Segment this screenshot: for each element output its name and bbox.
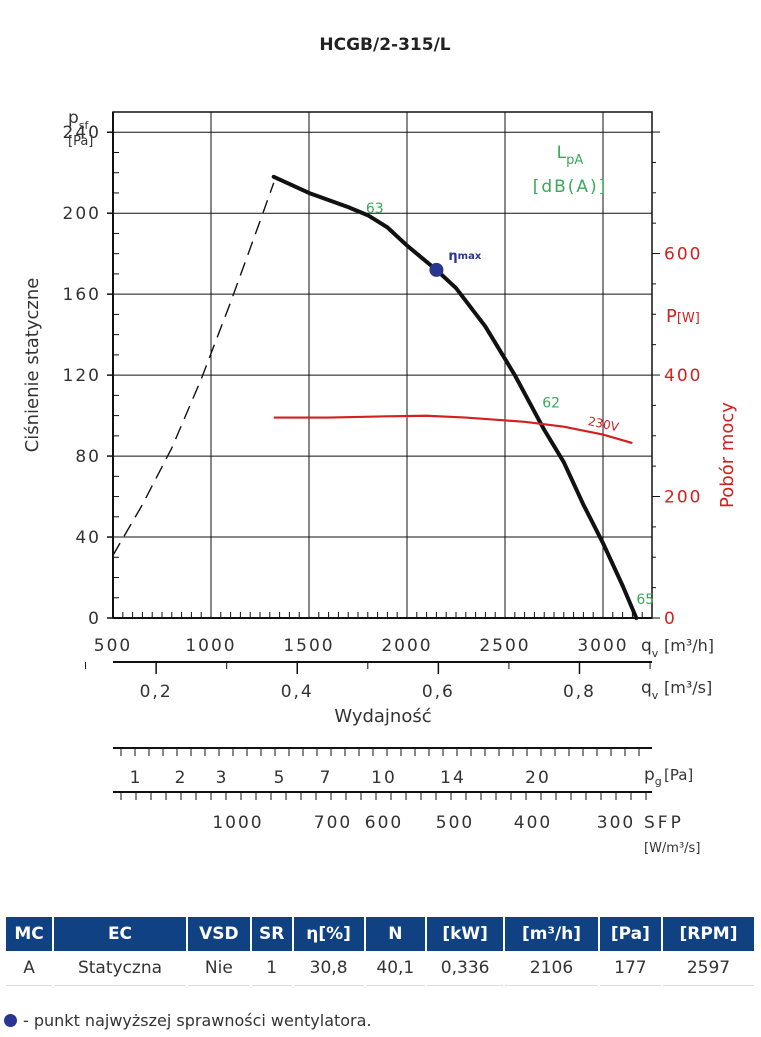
curve-annotation-3: 230V (587, 414, 621, 434)
pg-tick-label: 14 (440, 768, 466, 788)
table-cell: 30,8 (293, 951, 364, 986)
sfp-tick-label: 500 (436, 813, 474, 833)
table-cell: 1 (251, 951, 292, 986)
y2-tick-label: 200 (664, 488, 702, 508)
table-header-row: MC EC VSD SR η[%] N [kW] [m³/h] [Pa] [RPM] (6, 917, 754, 951)
sfp-unit: [W/m³/s] (644, 841, 700, 856)
table-cell: 177 (599, 951, 661, 986)
sfp-tick-label: 300 (597, 813, 635, 833)
pg-symbol: pg (644, 765, 662, 788)
chart-title: HCGB/2-315/L (319, 35, 450, 55)
eta-max-marker-icon (4, 1014, 17, 1027)
x-axis-title: Wydajność (334, 706, 431, 727)
qv-m3s-tick-label: 0,2 (140, 682, 173, 702)
pg-tick-label: 7 (320, 768, 333, 788)
table-cell: Nie (187, 951, 250, 986)
pg-tick-label: 3 (216, 768, 229, 788)
x-tick-label: 3000 (577, 636, 628, 656)
x-tick-label: 500 (94, 636, 132, 656)
x-axis-unit: [m³/h] (664, 636, 714, 655)
table-header-cell: η[%] (293, 917, 364, 951)
table-header-cell: [m³/h] (505, 917, 598, 951)
qv-m3s-tick-label: 0,8 (563, 682, 596, 702)
sfp-tick-label: 400 (514, 813, 552, 833)
table-header-cell: VSD (187, 917, 250, 951)
table-header-cell: [Pa] (599, 917, 661, 951)
dashed-limit-curve (112, 182, 275, 556)
table-cell: Statyczna (54, 951, 186, 986)
y-tick-label: 160 (63, 285, 101, 305)
table-header-cell: [kW] (426, 917, 504, 951)
x-tick-label: 2500 (479, 636, 530, 656)
table-row: A Statyczna Nie 1 30,8 40,1 0,336 2106 177 2597 (6, 951, 754, 986)
y-tick-label: 240 (63, 123, 101, 143)
y-tick-label: 80 (75, 447, 101, 467)
pg-tick-label: 5 (274, 768, 287, 788)
lpa-unit: [dB(A)] (533, 177, 608, 197)
qv-m3s-symbol: qv (641, 678, 659, 702)
legend-note: - punkt najwyższej sprawności wentylator… (4, 1011, 372, 1030)
table-header-cell: MC (6, 917, 53, 951)
y-axis-unit: [Pa] (68, 134, 93, 149)
table-cell: 2597 (662, 951, 754, 986)
power-curve-230v (273, 414, 633, 445)
curve-annotation-0: 63 (366, 201, 384, 217)
y-tick-label: 120 (63, 366, 101, 386)
parameters-table: MC EC VSD SR η[%] N [kW] [m³/h] [Pa] [RPM] A Staty… (4, 917, 756, 986)
pg-tick-label: 1 (130, 768, 143, 788)
y2-tick-label: 0 (664, 609, 677, 629)
x-tick-label: 1500 (283, 636, 334, 656)
y-tick-label: 40 (75, 528, 101, 548)
pg-tick-label: 2 (175, 768, 188, 788)
y2-axis-symbol: P[W] (666, 306, 700, 327)
table-cell: 40,1 (365, 951, 425, 986)
table-cell: 0,336 (426, 951, 504, 986)
table-cell: 2106 (505, 951, 598, 986)
lpa-label: LpA (557, 143, 584, 168)
x-tick-label: 1000 (185, 636, 236, 656)
x-tick-label: 2000 (381, 636, 432, 656)
pg-tick-label: 10 (371, 768, 397, 788)
y-tick-label: 200 (63, 204, 101, 224)
sfp-tick-label: 700 (314, 813, 352, 833)
qv-m3s-tick-label: 0,4 (281, 682, 314, 702)
eta-max-label: ηmax (448, 249, 481, 264)
curve-annotation-1: 62 (542, 396, 560, 412)
y2-tick-label: 600 (664, 245, 702, 265)
y-tick-label: 0 (88, 609, 101, 629)
pg-tick-label: 20 (525, 768, 551, 788)
sfp-tick-label: 600 (365, 813, 403, 833)
table-header-cell: EC (54, 917, 186, 951)
y-axis-symbol: psf (68, 108, 90, 132)
y-axis-title: Ciśnienie statyczne (22, 278, 43, 453)
sfp-tick-label: 1000 (212, 813, 263, 833)
pressure-curve (271, 174, 639, 620)
curve-annotation-2: 65 (636, 592, 654, 608)
x-axis-symbol: qv (641, 636, 659, 660)
table-cell: A (6, 951, 53, 986)
table-header-cell: SR (251, 917, 292, 951)
qv-m3s-unit: [m³/s] (664, 678, 712, 697)
pg-unit: [Pa] (664, 766, 693, 784)
y2-axis-title: Pobór mocy (717, 402, 738, 508)
legend-text: - punkt najwyższej sprawności wentylator… (23, 1011, 372, 1030)
y2-tick-label: 400 (664, 366, 702, 386)
qv-m3s-tick-label: 0,6 (422, 682, 455, 702)
table-header-cell: N (365, 917, 425, 951)
table-header-cell: [RPM] (662, 917, 754, 951)
sfp-symbol: SFP (644, 813, 684, 833)
eta-max-point (429, 262, 444, 277)
